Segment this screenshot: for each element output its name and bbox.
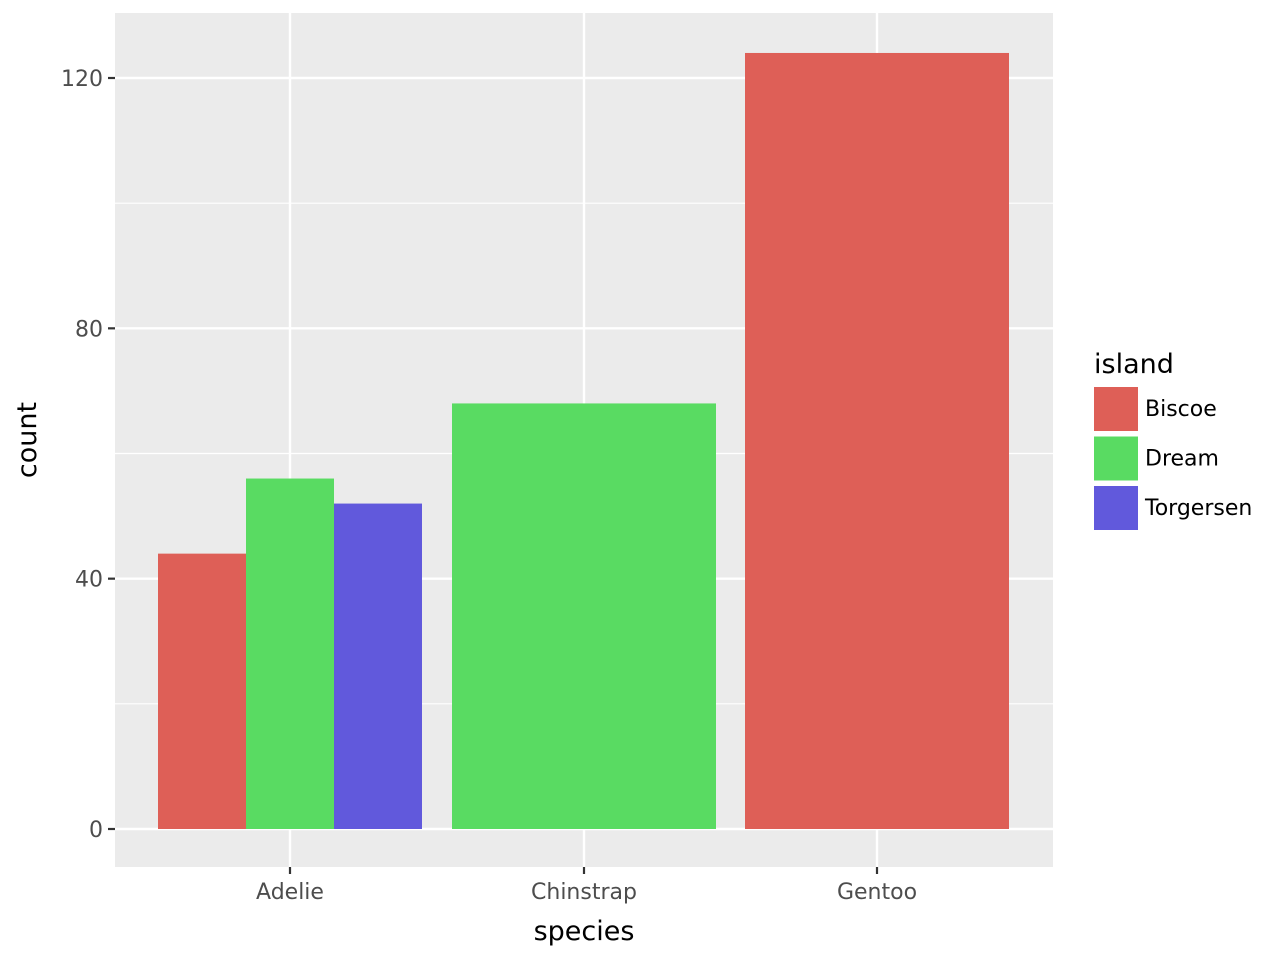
y-axis: 0 40 80 120 [61, 67, 115, 843]
y-tick-label: 80 [75, 317, 103, 342]
x-tick-label-chinstrap: Chinstrap [531, 880, 637, 905]
legend-title: island [1094, 349, 1174, 380]
legend-label-biscoe: Biscoe [1145, 397, 1217, 422]
x-axis: Adelie Chinstrap Gentoo [256, 867, 917, 905]
y-tick-label: 0 [89, 818, 103, 843]
legend-label-torgersen: Torgersen [1144, 496, 1252, 521]
legend-key-torgersen [1094, 486, 1138, 530]
bar-adelie-biscoe [158, 553, 246, 829]
legend: island Biscoe Dream Torgersen [1094, 349, 1252, 530]
bar-adelie-dream [246, 478, 334, 829]
legend-label-dream: Dream [1145, 447, 1219, 472]
y-axis-title: count [12, 402, 43, 478]
bar-adelie-torgersen [334, 503, 422, 829]
x-axis-title: species [534, 916, 635, 947]
y-tick-label: 40 [75, 568, 103, 593]
bars [158, 52, 1009, 829]
x-tick-label-adelie: Adelie [256, 880, 324, 905]
legend-key-biscoe [1094, 387, 1138, 431]
x-tick-label-gentoo: Gentoo [837, 880, 917, 905]
y-tick-label: 120 [61, 67, 103, 92]
bar-chinstrap-dream [452, 403, 716, 829]
legend-key-dream [1094, 436, 1138, 481]
bar-gentoo-biscoe [745, 52, 1009, 829]
